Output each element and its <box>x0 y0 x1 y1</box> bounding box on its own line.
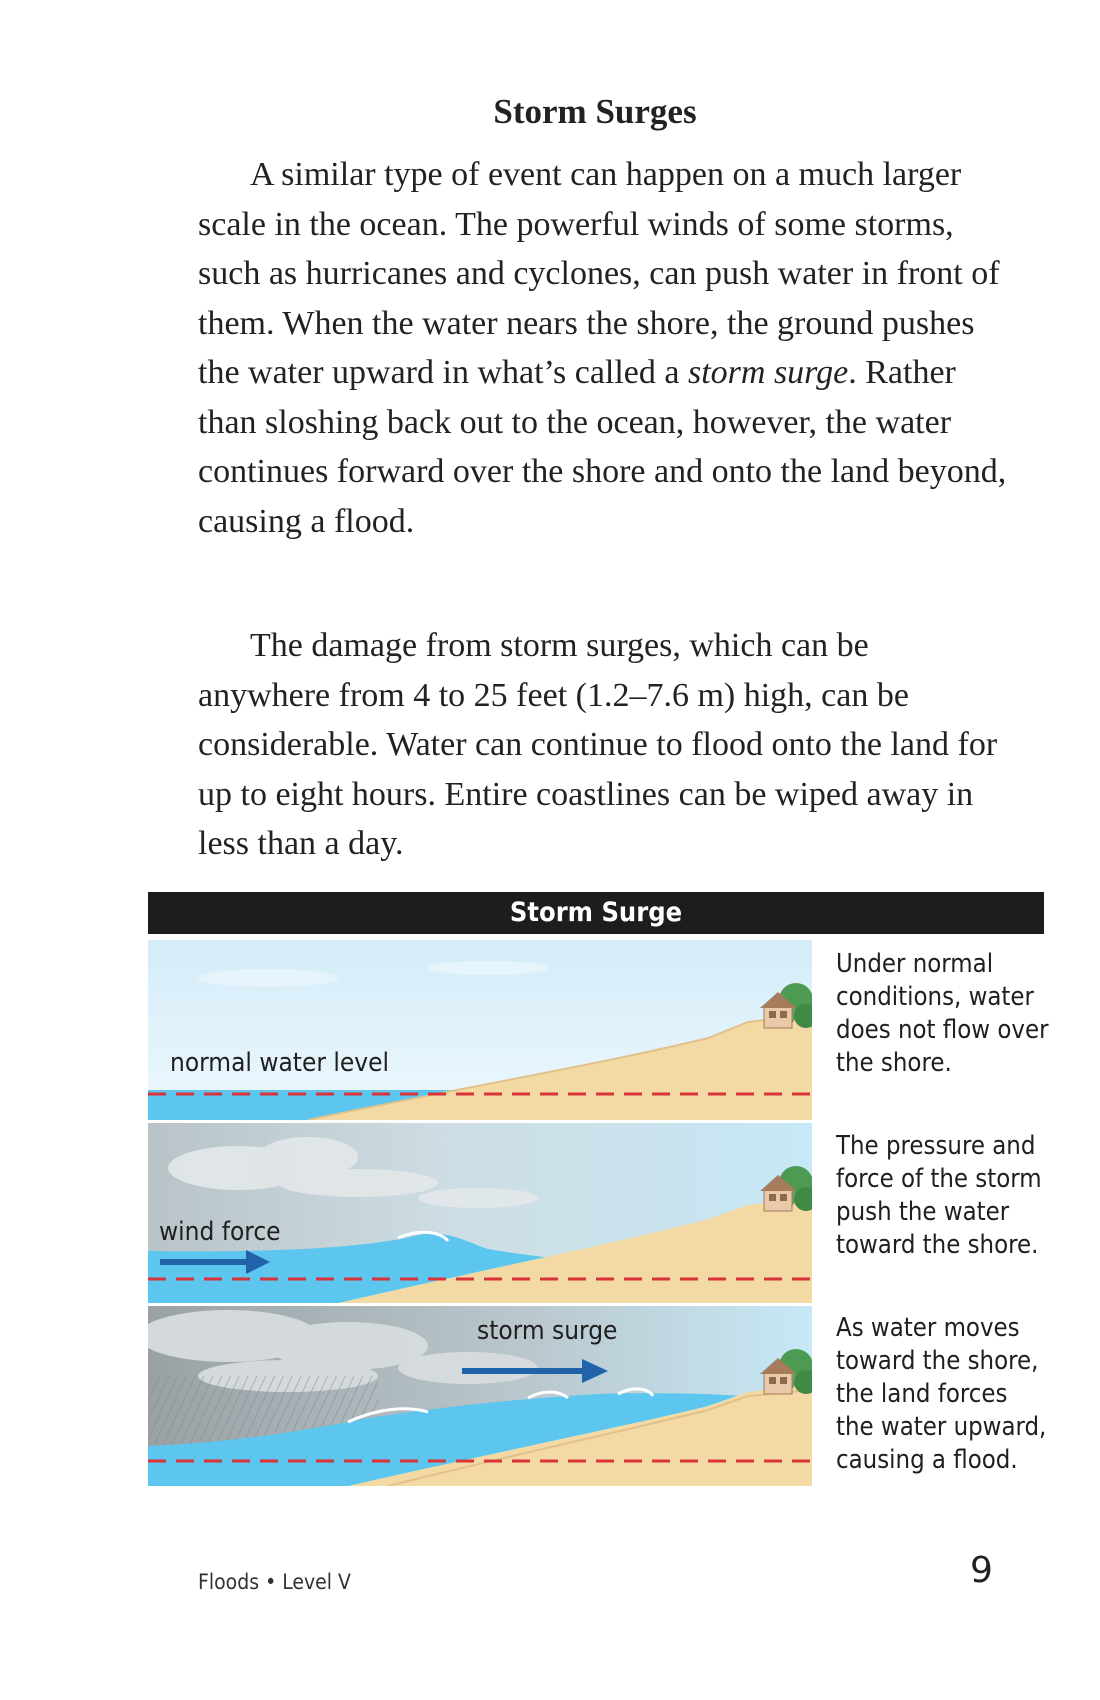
storm-surge-label: storm surge <box>477 1316 618 1346</box>
caption-normal: Under normal conditions, water does not … <box>836 949 1049 1078</box>
panel-storm-surge: storm surge <box>148 1306 812 1486</box>
cloud-icon <box>168 1137 538 1208</box>
panel-storm-surge-illustration <box>148 1306 812 1486</box>
page-number: 9 <box>970 1550 993 1591</box>
paragraph-2-text: The damage from storm surges, which can … <box>198 627 998 862</box>
house-icon <box>760 992 796 1029</box>
paragraph-1-before: A similar type of event can happen on a … <box>198 156 1000 391</box>
house-icon <box>760 1175 796 1212</box>
storm-surge-figure: Storm Surge normal wate <box>148 892 1049 1492</box>
paragraph-2: The damage from storm surges, which can … <box>198 621 1008 869</box>
caption-wind-force: The pressure and force of the storm push… <box>836 1131 1042 1260</box>
panel-wind-force: wind force <box>148 1123 812 1303</box>
wind-force-arrow-icon <box>160 1250 270 1274</box>
caption-storm-surge: As water moves toward the shore, the lan… <box>836 1313 1047 1475</box>
storm-surge-term: storm surge <box>687 354 849 391</box>
paragraph-1: A similar type of event can happen on a … <box>198 150 1008 546</box>
wind-force-label: wind force <box>159 1217 281 1247</box>
storm-surge-arrow-icon <box>462 1359 608 1383</box>
figure-title: Storm Surge <box>148 892 1044 934</box>
normal-water-level-label: normal water level <box>170 1048 390 1078</box>
paragraph-1-after: . Rather than sloshing back out to the o… <box>198 354 1007 540</box>
house-icon <box>760 1358 796 1395</box>
footer-book-title: Floods • Level V <box>198 1570 351 1594</box>
panel-normal-illustration <box>148 940 812 1120</box>
panel-normal: normal water level <box>148 940 812 1120</box>
shore <box>338 1197 812 1303</box>
panel-wind-force-illustration <box>148 1123 812 1303</box>
section-heading: Storm Surges <box>493 92 697 131</box>
